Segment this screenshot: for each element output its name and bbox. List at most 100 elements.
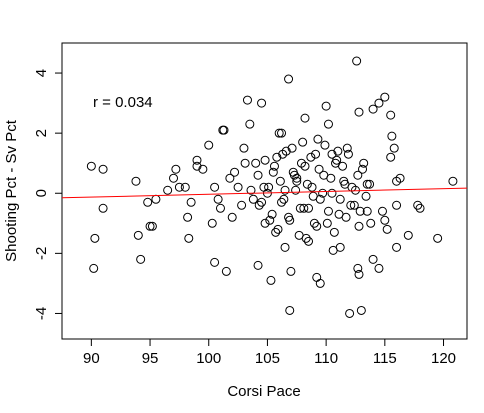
point bbox=[225, 173, 235, 183]
point bbox=[392, 242, 402, 252]
point bbox=[322, 218, 332, 228]
x-tick-label: 115 bbox=[373, 350, 397, 367]
point bbox=[415, 203, 425, 213]
point bbox=[448, 176, 458, 186]
point bbox=[380, 92, 390, 102]
point bbox=[323, 206, 333, 216]
point bbox=[267, 209, 277, 219]
point bbox=[277, 128, 287, 138]
point bbox=[395, 173, 405, 183]
point bbox=[353, 170, 363, 180]
point bbox=[251, 158, 261, 168]
x-tick-label: 100 bbox=[196, 350, 221, 367]
point bbox=[300, 161, 310, 171]
y-tick-label: -4 bbox=[33, 307, 50, 320]
point bbox=[304, 236, 314, 246]
point bbox=[327, 188, 337, 198]
point bbox=[86, 161, 96, 171]
point bbox=[242, 95, 252, 105]
point bbox=[319, 170, 329, 180]
point bbox=[227, 212, 237, 222]
point bbox=[374, 263, 384, 273]
point bbox=[386, 152, 396, 162]
y-tick-label: 4 bbox=[33, 69, 50, 77]
point bbox=[356, 305, 366, 315]
point bbox=[277, 197, 287, 207]
y-axis-label: Shooting Pct - Sv Pct bbox=[3, 119, 20, 262]
point bbox=[284, 74, 294, 84]
point bbox=[271, 227, 281, 237]
point bbox=[233, 182, 243, 192]
point bbox=[186, 197, 196, 207]
point bbox=[354, 269, 364, 279]
point bbox=[265, 215, 275, 225]
point bbox=[304, 203, 314, 213]
point bbox=[354, 221, 364, 231]
point bbox=[230, 167, 240, 177]
point bbox=[254, 200, 264, 210]
point bbox=[306, 152, 316, 162]
point bbox=[382, 224, 392, 234]
point bbox=[136, 254, 146, 264]
point bbox=[291, 185, 301, 195]
x-tick-label: 95 bbox=[142, 350, 159, 367]
point bbox=[295, 203, 305, 213]
point bbox=[307, 182, 317, 192]
y-tick-label: 2 bbox=[33, 129, 50, 137]
point bbox=[349, 200, 359, 210]
point bbox=[285, 305, 295, 315]
point bbox=[392, 200, 402, 210]
point bbox=[362, 179, 372, 189]
point bbox=[292, 176, 302, 186]
point bbox=[143, 197, 153, 207]
point bbox=[248, 194, 258, 204]
point bbox=[334, 209, 344, 219]
point bbox=[183, 212, 193, 222]
point bbox=[346, 200, 356, 210]
point bbox=[313, 134, 323, 144]
point bbox=[280, 242, 290, 252]
point bbox=[204, 140, 214, 150]
point bbox=[237, 200, 247, 210]
point bbox=[300, 113, 310, 123]
point bbox=[309, 218, 319, 228]
point bbox=[362, 206, 372, 216]
point bbox=[366, 218, 376, 228]
point bbox=[260, 155, 270, 165]
point bbox=[171, 164, 181, 174]
point bbox=[280, 185, 290, 195]
point bbox=[259, 182, 269, 192]
point bbox=[221, 266, 231, 276]
point bbox=[145, 221, 155, 231]
point bbox=[286, 266, 296, 276]
point bbox=[312, 272, 322, 282]
point bbox=[98, 203, 108, 213]
point bbox=[253, 260, 263, 270]
point bbox=[275, 176, 285, 186]
point bbox=[359, 158, 369, 168]
point bbox=[335, 194, 345, 204]
point bbox=[345, 308, 355, 318]
point bbox=[260, 218, 270, 228]
point bbox=[272, 152, 282, 162]
point bbox=[253, 170, 263, 180]
point bbox=[343, 149, 353, 159]
point bbox=[354, 107, 364, 117]
point bbox=[328, 245, 338, 255]
point bbox=[98, 164, 108, 174]
point bbox=[210, 257, 220, 267]
point bbox=[269, 161, 279, 171]
point bbox=[257, 197, 267, 207]
point bbox=[213, 194, 223, 204]
point bbox=[264, 182, 274, 192]
point bbox=[302, 179, 312, 189]
point bbox=[323, 119, 333, 129]
point bbox=[361, 191, 371, 201]
point bbox=[327, 149, 337, 159]
y-tick-label: -2 bbox=[33, 247, 50, 260]
point bbox=[239, 143, 249, 153]
point bbox=[245, 119, 255, 129]
point bbox=[413, 200, 423, 210]
point bbox=[340, 179, 350, 189]
